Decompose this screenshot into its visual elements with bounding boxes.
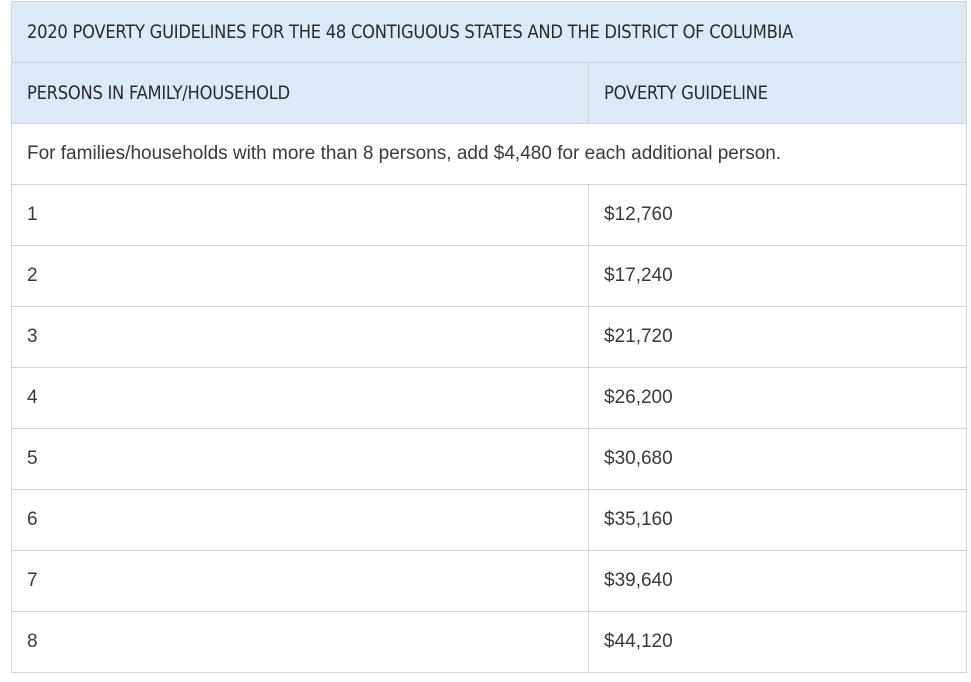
table-title-row: 2020 POVERTY GUIDELINES FOR THE 48 CONTI… <box>11 1 967 63</box>
guideline-cell: $12,760 <box>588 184 967 246</box>
persons-cell: 3 <box>11 306 589 368</box>
table-row: 8 $44,120 <box>11 611 967 673</box>
table-row: 6 $35,160 <box>11 489 967 551</box>
persons-cell: 5 <box>11 428 589 490</box>
table-header-row: PERSONS IN FAMILY/HOUSEHOLD POVERTY GUID… <box>11 62 967 124</box>
guideline-cell: $17,240 <box>588 245 967 307</box>
header-persons-cell: PERSONS IN FAMILY/HOUSEHOLD <box>11 62 589 124</box>
guideline-cell: $30,680 <box>588 428 967 490</box>
table-row: 1 $12,760 <box>11 184 967 246</box>
persons-cell: 7 <box>11 550 589 612</box>
poverty-guidelines-table: 2020 POVERTY GUIDELINES FOR THE 48 CONTI… <box>11 1 967 673</box>
guideline-cell: $44,120 <box>588 611 967 673</box>
guideline-cell: $35,160 <box>588 489 967 551</box>
table-row: 7 $39,640 <box>11 550 967 612</box>
header-guideline-cell: POVERTY GUIDELINE <box>588 62 967 124</box>
table-row: 4 $26,200 <box>11 367 967 429</box>
persons-cell: 4 <box>11 367 589 429</box>
header-guideline: POVERTY GUIDELINE <box>604 82 768 104</box>
persons-cell: 8 <box>11 611 589 673</box>
table-row: 5 $30,680 <box>11 428 967 490</box>
table-note: For families/households with more than 8… <box>11 123 967 185</box>
table-row: 2 $17,240 <box>11 245 967 307</box>
table-row: 3 $21,720 <box>11 306 967 368</box>
table-title-cell: 2020 POVERTY GUIDELINES FOR THE 48 CONTI… <box>11 1 967 63</box>
guideline-cell: $39,640 <box>588 550 967 612</box>
header-persons: PERSONS IN FAMILY/HOUSEHOLD <box>27 82 290 104</box>
persons-cell: 6 <box>11 489 589 551</box>
table-note-row: For families/households with more than 8… <box>11 123 967 185</box>
table-title: 2020 POVERTY GUIDELINES FOR THE 48 CONTI… <box>27 21 794 43</box>
persons-cell: 1 <box>11 184 589 246</box>
guideline-cell: $21,720 <box>588 306 967 368</box>
guideline-cell: $26,200 <box>588 367 967 429</box>
persons-cell: 2 <box>11 245 589 307</box>
